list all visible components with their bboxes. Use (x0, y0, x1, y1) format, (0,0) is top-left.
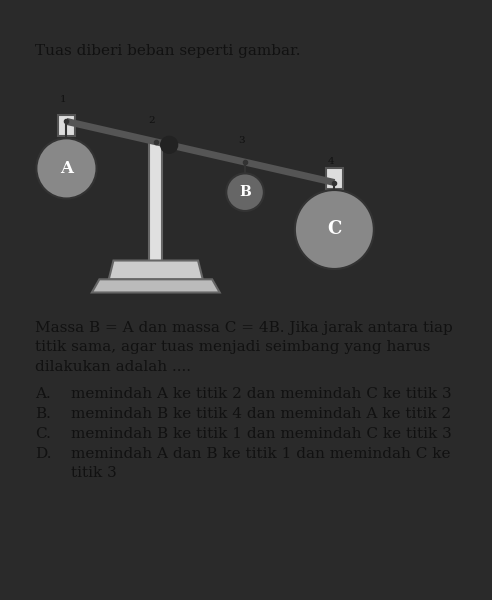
Text: memindah B ke titik 1 dan memindah C ke titik 3: memindah B ke titik 1 dan memindah C ke … (71, 427, 452, 441)
Text: C: C (327, 220, 341, 238)
Text: A.: A. (35, 388, 51, 401)
Circle shape (36, 139, 96, 199)
Circle shape (226, 173, 264, 211)
Circle shape (161, 136, 178, 153)
Text: 1: 1 (60, 95, 66, 104)
Polygon shape (109, 260, 203, 280)
Text: memindah A dan B ke titik 1 dan memindah C ke: memindah A dan B ke titik 1 dan memindah… (71, 446, 451, 461)
Polygon shape (92, 280, 220, 292)
Text: C.: C. (35, 427, 51, 441)
Text: 2: 2 (149, 116, 155, 125)
Text: A: A (60, 160, 73, 177)
Text: titik 3: titik 3 (71, 466, 117, 481)
Bar (58, 115, 75, 136)
Bar (326, 168, 343, 189)
Text: dilakukan adalah ....: dilakukan adalah .... (35, 360, 191, 374)
Text: D.: D. (35, 446, 52, 461)
Text: B.: B. (35, 407, 51, 421)
Text: B: B (239, 185, 251, 199)
Text: memindah A ke titik 2 dan memindah C ke titik 3: memindah A ke titik 2 dan memindah C ke … (71, 388, 452, 401)
Text: Tuas diberi beban seperti gambar.: Tuas diberi beban seperti gambar. (35, 44, 301, 58)
Text: titik sama, agar tuas menjadi seimbang yang harus: titik sama, agar tuas menjadi seimbang y… (35, 340, 431, 355)
Text: 4: 4 (327, 157, 334, 166)
Text: Massa B = A dan massa C = 4B. Jika jarak antara tiap: Massa B = A dan massa C = 4B. Jika jarak… (35, 320, 453, 335)
Text: 3: 3 (238, 136, 245, 145)
Text: memindah B ke titik 4 dan memindah A ke titik 2: memindah B ke titik 4 dan memindah A ke … (71, 407, 452, 421)
Circle shape (295, 190, 374, 269)
Bar (149, 142, 162, 260)
